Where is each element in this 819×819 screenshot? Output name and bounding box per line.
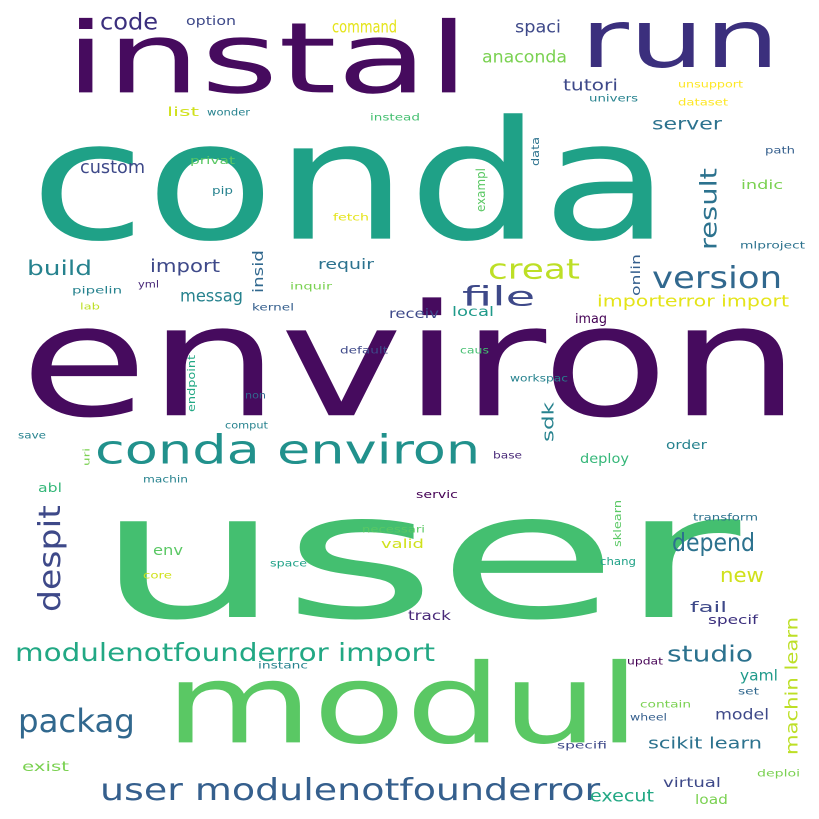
word-servic: servic bbox=[416, 488, 458, 501]
word-new: new bbox=[720, 563, 764, 587]
word-deploi: deploi bbox=[757, 767, 801, 779]
word-fail: fail bbox=[690, 598, 728, 616]
word-lab: lab bbox=[80, 301, 100, 312]
word-contain: contain bbox=[640, 698, 692, 710]
word-data: data bbox=[529, 136, 542, 166]
word-wheel: wheel bbox=[630, 711, 667, 723]
word-specif: specif bbox=[708, 612, 759, 627]
word-build: build bbox=[27, 256, 92, 280]
word-base: base bbox=[493, 449, 523, 461]
word-instal: instal bbox=[65, 1, 470, 116]
word-indic: indic bbox=[741, 177, 784, 192]
word-kernel: kernel bbox=[252, 301, 294, 313]
word-machin-learn: machin learn bbox=[781, 616, 802, 755]
word-chang: chang bbox=[600, 555, 636, 568]
word-machin: machin bbox=[143, 473, 189, 485]
word-valid: valid bbox=[381, 536, 424, 551]
word-deploy: deploy bbox=[580, 450, 629, 467]
word-set: set bbox=[738, 685, 759, 697]
word-necessari: necessari bbox=[362, 523, 425, 535]
word-receiv: receiv bbox=[389, 305, 439, 322]
word-fetch: fetch bbox=[333, 211, 370, 223]
word-dataset: dataset bbox=[678, 96, 729, 108]
word-spaci: spaci bbox=[515, 16, 561, 37]
word-instead: instead bbox=[370, 111, 420, 123]
word-import: import bbox=[150, 255, 221, 277]
word-virtual: virtual bbox=[663, 774, 721, 791]
word-updat: updat bbox=[627, 655, 663, 667]
word-insid: insid bbox=[249, 250, 267, 293]
word-sklearn: sklearn bbox=[611, 499, 624, 547]
word-conda-environ: conda environ bbox=[95, 426, 481, 474]
word-importerror-import: importerror import bbox=[597, 291, 790, 311]
word-endpoint: endpoint bbox=[185, 354, 198, 412]
word-custom: custom bbox=[80, 156, 146, 178]
word-sdk: sdk bbox=[538, 402, 558, 442]
word-code: code bbox=[100, 7, 159, 35]
word-load: load bbox=[695, 791, 728, 808]
word-tutori: tutori bbox=[563, 75, 618, 95]
word-specifi: specifi bbox=[557, 739, 607, 751]
word-modul: modul bbox=[165, 640, 641, 769]
word-comput: comput bbox=[225, 419, 268, 431]
word-instanc: instanc bbox=[258, 659, 309, 671]
word-onlin: onlin bbox=[628, 254, 643, 296]
word-depend: depend bbox=[672, 527, 755, 557]
word-space: space bbox=[270, 557, 308, 569]
word-exist: exist bbox=[22, 758, 70, 775]
word-scikit-learn: scikit learn bbox=[648, 733, 762, 753]
word-user: user bbox=[95, 454, 741, 659]
word-track: track bbox=[408, 607, 451, 624]
word-privat: privat bbox=[190, 154, 236, 167]
word-studio: studio bbox=[667, 641, 754, 667]
word-result: result bbox=[694, 168, 722, 250]
word-save: save bbox=[18, 429, 47, 441]
word-non: non bbox=[245, 389, 266, 401]
word-pip: pip bbox=[212, 184, 233, 197]
word-environ: environ bbox=[20, 271, 801, 453]
word-model: model bbox=[715, 705, 770, 724]
word-list: list bbox=[167, 104, 199, 119]
word-uri: uri bbox=[81, 447, 92, 466]
word-despit: despit bbox=[32, 505, 68, 612]
word-pipelin: pipelin bbox=[72, 284, 123, 296]
word-imag: imag bbox=[575, 310, 607, 327]
word-yml: yml bbox=[138, 278, 160, 290]
word-workspac: workspac bbox=[510, 372, 568, 384]
word-exampl: exampl bbox=[473, 168, 488, 212]
word-abl: abl bbox=[38, 480, 62, 495]
word-server: server bbox=[652, 113, 722, 134]
word-anaconda: anaconda bbox=[482, 46, 568, 67]
word-order: order bbox=[666, 437, 707, 452]
word-user-modulenotfounderror: user modulenotfounderror bbox=[100, 772, 601, 808]
word-path: path bbox=[765, 144, 796, 156]
word-file: file bbox=[462, 280, 536, 313]
word-creat: creat bbox=[488, 252, 580, 286]
word-inquir: inquir bbox=[290, 280, 332, 292]
word-version: version bbox=[652, 260, 783, 296]
word-messag: messag bbox=[180, 285, 243, 306]
word-wonder: wonder bbox=[207, 106, 251, 118]
word-env: env bbox=[153, 541, 184, 559]
word-univers: univers bbox=[589, 92, 639, 104]
word-caus: caus bbox=[460, 344, 489, 356]
word-default: default bbox=[340, 344, 388, 356]
word-run: run bbox=[580, 0, 780, 87]
word-execut: execut bbox=[590, 785, 654, 806]
word-core: core bbox=[143, 569, 172, 581]
word-transform: transform bbox=[693, 511, 759, 523]
word-requir: requir bbox=[318, 255, 375, 273]
word-option: option bbox=[186, 13, 237, 28]
word-packag: packag bbox=[18, 702, 135, 740]
word-mlproject: mlproject bbox=[740, 239, 806, 251]
word-conda: conda bbox=[30, 85, 671, 279]
word-local: local bbox=[452, 303, 495, 320]
word-command: command bbox=[332, 16, 398, 37]
word-modulenotfounderror-import: modulenotfounderror import bbox=[15, 637, 436, 667]
word-yaml: yaml bbox=[740, 666, 778, 685]
word-unsupport: unsupport bbox=[678, 78, 743, 90]
